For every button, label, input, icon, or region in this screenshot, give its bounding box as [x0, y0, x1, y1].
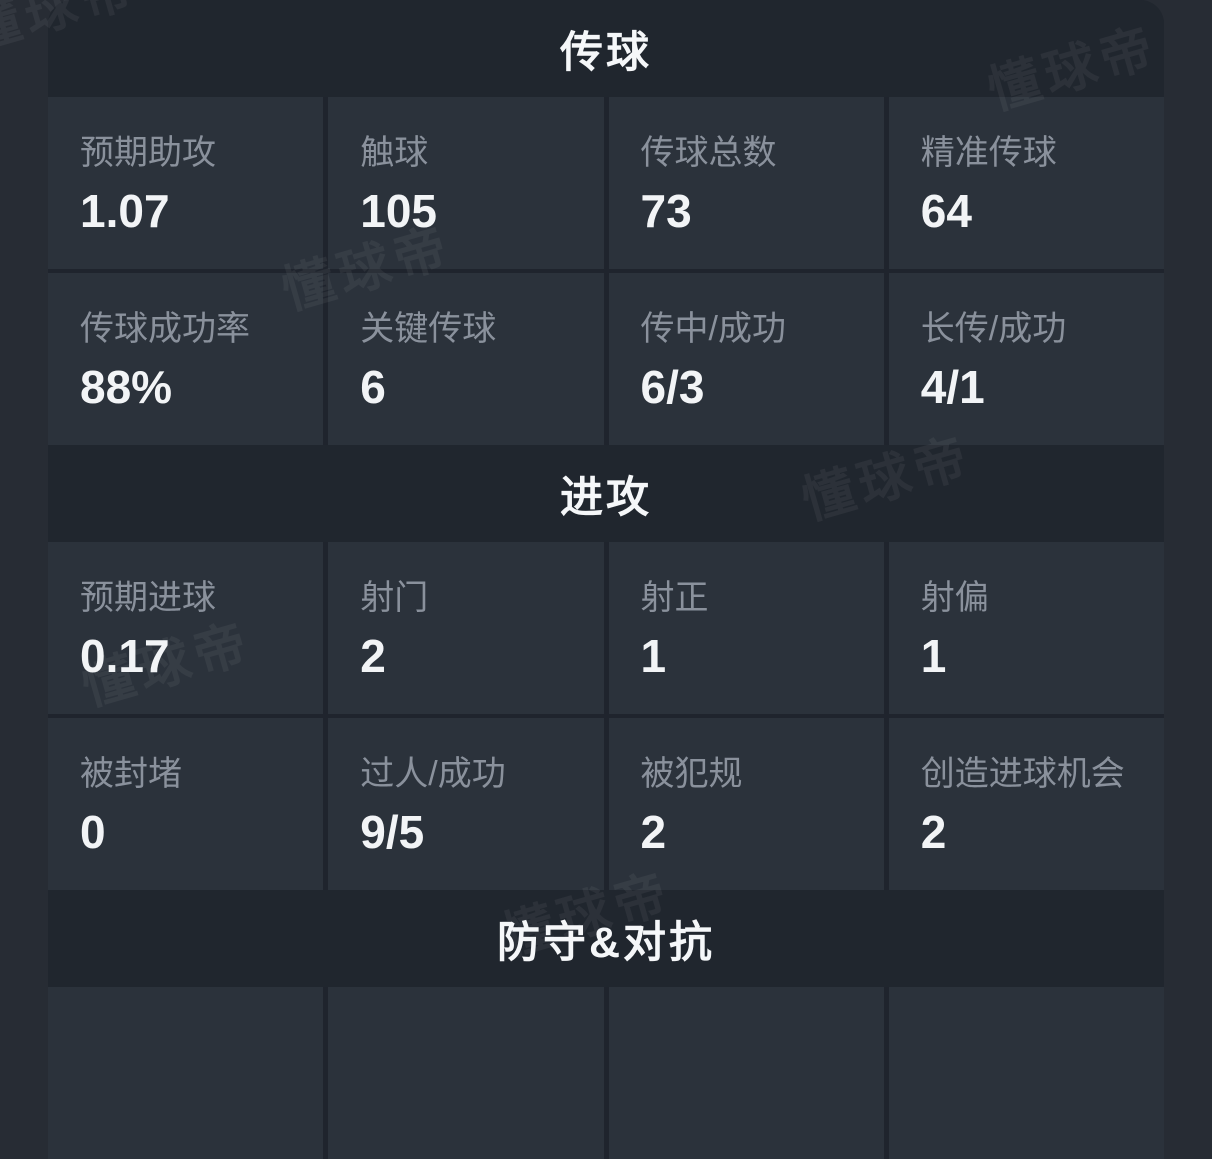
stat-cell — [888, 987, 1164, 1159]
stat-value: 88% — [80, 361, 173, 413]
stat-label: 创造进球机会 — [920, 755, 1125, 793]
stat-label: 射门 — [360, 579, 429, 617]
stat-row: 被封堵 0 过人/成功 9/5 被犯规 2 创造进球机会 2 — [48, 718, 1164, 890]
stat-label: 长传/成功 — [920, 310, 1067, 348]
stat-value: 2 — [920, 806, 947, 858]
stat-cell: 预期进球 0.17 — [48, 542, 324, 714]
section-title: 防守&对抗 — [48, 890, 1164, 987]
stat-row: 预期助攻 1.07 触球 105 传球总数 73 精准传球 64 — [48, 97, 1164, 269]
match-stats-screen: { "watermark": { "text": "懂球帝" }, "color… — [0, 0, 1166, 1159]
section-title: 传球 — [48, 0, 1164, 97]
stat-value: 2 — [360, 630, 386, 682]
stat-value: 2 — [640, 806, 667, 858]
stat-label: 被犯规 — [640, 755, 743, 793]
stat-cell: 被封堵 0 — [48, 718, 324, 890]
stat-cell: 过人/成功 9/5 — [328, 718, 604, 890]
stat-cell: 射正 1 — [608, 542, 884, 714]
stat-label: 精准传球 — [920, 134, 1057, 172]
stat-value: 9/5 — [360, 806, 425, 858]
stat-cell — [608, 987, 884, 1159]
stat-value: 105 — [360, 185, 437, 237]
stat-value: 73 — [640, 185, 692, 237]
stat-cell: 射偏 1 — [888, 542, 1164, 714]
stat-label: 预期进球 — [80, 579, 216, 617]
section-title: 进攻 — [48, 445, 1164, 542]
stat-cell: 传球总数 73 — [608, 97, 884, 269]
stat-cell: 创造进球机会 2 — [888, 718, 1164, 890]
stat-value: 1.07 — [80, 185, 170, 237]
stat-label: 传中/成功 — [640, 310, 786, 348]
player-stats-panel[interactable]: 传球 预期助攻 1.07 触球 105 传球总数 73 精准传球 64 传球成功… — [48, 0, 1164, 1159]
stat-label: 预期助攻 — [80, 134, 216, 172]
stat-value: 6/3 — [640, 361, 705, 413]
stat-cell: 被犯规 2 — [608, 718, 884, 890]
stat-value: 1 — [640, 630, 667, 682]
stat-cell — [328, 987, 604, 1159]
stat-label: 传球成功率 — [80, 310, 250, 348]
stat-cell: 传中/成功 6/3 — [608, 273, 884, 445]
stat-row — [48, 987, 1164, 1159]
stat-value: 4/1 — [920, 361, 985, 413]
stat-row: 传球成功率 88% 关键传球 6 传中/成功 6/3 长传/成功 4/1 — [48, 273, 1164, 445]
stat-value: 0.17 — [80, 630, 170, 682]
stat-cell: 预期助攻 1.07 — [48, 97, 324, 269]
stat-label: 过人/成功 — [360, 755, 506, 793]
stat-label: 被封堵 — [80, 755, 182, 793]
stat-cell: 传球成功率 88% — [48, 273, 324, 445]
stat-value: 1 — [920, 630, 947, 682]
stat-cell: 触球 105 — [328, 97, 604, 269]
stat-label: 射正 — [640, 579, 709, 617]
stat-value: 0 — [80, 806, 106, 858]
stat-label: 射偏 — [920, 579, 989, 617]
stat-cell — [48, 987, 324, 1159]
stat-label: 关键传球 — [360, 310, 497, 348]
stat-value: 6 — [360, 361, 386, 413]
stat-row: 预期进球 0.17 射门 2 射正 1 射偏 1 — [48, 542, 1164, 714]
stat-cell: 精准传球 64 — [888, 97, 1164, 269]
stat-cell: 射门 2 — [328, 542, 604, 714]
stat-cell: 长传/成功 4/1 — [888, 273, 1164, 445]
stat-label: 传球总数 — [640, 134, 777, 172]
stat-label: 触球 — [360, 134, 429, 172]
stat-cell: 关键传球 6 — [328, 273, 604, 445]
stat-value: 64 — [920, 185, 972, 237]
